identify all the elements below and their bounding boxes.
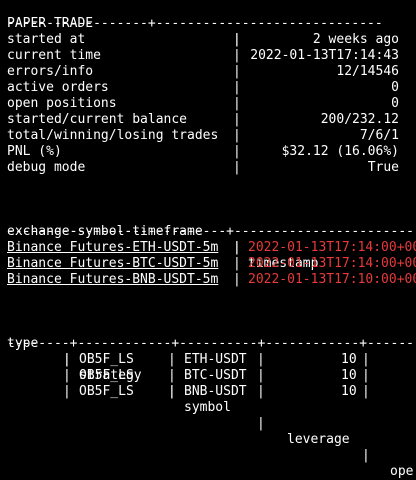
stat-row: started at | 2 weeks ago bbox=[7, 32, 399, 48]
column-separator: | bbox=[168, 384, 176, 399]
stat-label: open positions bbox=[7, 96, 117, 111]
stat-row: debug mode | True bbox=[7, 160, 399, 176]
terminal-window: { "colors": { "background": "#000000", "… bbox=[7, 0, 416, 479]
strategy-symbol: ETH-USDT bbox=[184, 352, 247, 367]
strategy-symbol: BNB-USDT bbox=[184, 384, 247, 399]
stat-label: errors/info bbox=[7, 64, 94, 79]
column-separator: | bbox=[233, 240, 241, 255]
stat-row: PNL (%) | $32.12 (16.06%) bbox=[7, 144, 399, 160]
column-separator: | bbox=[257, 384, 265, 399]
column-separator: | bbox=[257, 368, 265, 383]
column-separator: | bbox=[168, 368, 176, 383]
stat-value: 12/14546 bbox=[336, 64, 399, 79]
route-timestamp: 2022-01-13T17:14:00+00:00 bbox=[248, 256, 416, 271]
stat-row: started/current balance | 200/232.12 bbox=[7, 112, 399, 128]
strategy-leverage: 10 bbox=[341, 368, 357, 383]
route-link[interactable]: Binance Futures-BNB-USDT-5m bbox=[7, 272, 219, 287]
column-header-timestamp: timestamp bbox=[248, 256, 319, 271]
stat-row: total/winning/losing trades | 7/6/1 bbox=[7, 128, 399, 144]
column-separator: | bbox=[233, 48, 241, 63]
stat-row: active orders | 0 bbox=[7, 80, 399, 96]
column-separator: | bbox=[233, 64, 241, 79]
column-separator: | bbox=[233, 32, 241, 47]
column-separator: | bbox=[63, 384, 71, 399]
stat-label: PNL (%) bbox=[7, 144, 62, 159]
column-header-open: ope bbox=[390, 464, 414, 479]
column-separator: | bbox=[233, 144, 241, 159]
column-separator: | bbox=[233, 128, 241, 143]
divider: --------+------------+----------+-------… bbox=[7, 336, 416, 351]
column-header-leverage: leverage bbox=[287, 432, 350, 447]
header-row: PAPER TRADE | bbox=[7, 0, 241, 47]
column-separator: | bbox=[168, 384, 176, 399]
column-separator: | bbox=[233, 272, 241, 287]
route-timestamp: 2022-01-13T17:10:00+00:00 bbox=[248, 272, 416, 287]
strategy-name: OB5F_LS bbox=[79, 368, 134, 383]
stat-value: 2022-01-13T17:14:43 bbox=[250, 48, 399, 63]
stat-label: started/current balance bbox=[7, 112, 188, 127]
stat-label: active orders bbox=[7, 80, 109, 95]
strategies-header-row: type | strategy | symbol | leverage | op… bbox=[7, 320, 413, 479]
strategy-symbol: BTC-USDT bbox=[184, 368, 247, 383]
divider: ----------------------------+-----------… bbox=[7, 224, 416, 239]
strategy-leverage: 10 bbox=[341, 352, 357, 367]
route-link[interactable]: Binance Futures-ETH-USDT-5m bbox=[7, 240, 219, 255]
column-header-symbol: symbol bbox=[184, 400, 231, 415]
column-header-type: type bbox=[7, 336, 39, 351]
column-separator: | bbox=[233, 80, 241, 95]
column-separator: | bbox=[63, 352, 71, 367]
column-separator: | bbox=[63, 368, 71, 383]
divider: ------------------+---------------------… bbox=[7, 16, 383, 31]
column-separator: | bbox=[233, 112, 241, 127]
stat-label: debug mode bbox=[7, 160, 86, 175]
column-separator: | bbox=[362, 352, 370, 367]
stat-row: current time | 2022-01-13T17:14:43 bbox=[7, 48, 399, 64]
stat-value: 0 bbox=[391, 96, 399, 111]
strategy-name: OB5F_LS bbox=[79, 352, 134, 367]
column-separator: | bbox=[233, 256, 241, 271]
column-separator: | bbox=[233, 32, 241, 47]
column-separator: | bbox=[233, 160, 241, 175]
strategy-name: OB5F_LS bbox=[79, 384, 134, 399]
stat-value: True bbox=[367, 160, 399, 175]
stat-row: open positions | 0 bbox=[7, 96, 399, 112]
column-separator: | bbox=[362, 384, 370, 399]
stat-label: total/winning/losing trades bbox=[7, 128, 219, 143]
stat-value: $32.12 (16.06%) bbox=[281, 144, 399, 159]
strategy-leverage: 10 bbox=[341, 384, 357, 399]
column-separator: | bbox=[362, 448, 370, 463]
stat-value: 2 weeks ago bbox=[312, 32, 399, 47]
route-link[interactable]: Binance Futures-BTC-USDT-5m bbox=[7, 256, 219, 271]
column-separator: | bbox=[257, 352, 265, 367]
column-separator: | bbox=[362, 368, 370, 383]
column-separator: | bbox=[233, 96, 241, 111]
column-separator: | bbox=[63, 352, 71, 367]
stat-label: current time bbox=[7, 48, 101, 63]
stat-row: errors/info | 12/14546 bbox=[7, 64, 399, 80]
column-separator: | bbox=[257, 416, 265, 431]
column-header-strategy: strategy bbox=[79, 368, 142, 383]
stat-value: 7/6/1 bbox=[359, 128, 399, 143]
column-separator: | bbox=[233, 240, 241, 255]
stat-value: 0 bbox=[391, 80, 399, 95]
stat-label: started at bbox=[7, 32, 86, 47]
column-separator: | bbox=[168, 352, 176, 367]
stat-value: 200/232.12 bbox=[320, 112, 399, 127]
routes-header-row: exchange-symbol-timeframe | timestamp bbox=[7, 208, 318, 271]
page-title: PAPER TRADE bbox=[7, 16, 94, 31]
route-timestamp: 2022-01-13T17:14:00+00:00 bbox=[248, 240, 416, 255]
column-header-route: exchange-symbol-timeframe bbox=[7, 224, 203, 239]
